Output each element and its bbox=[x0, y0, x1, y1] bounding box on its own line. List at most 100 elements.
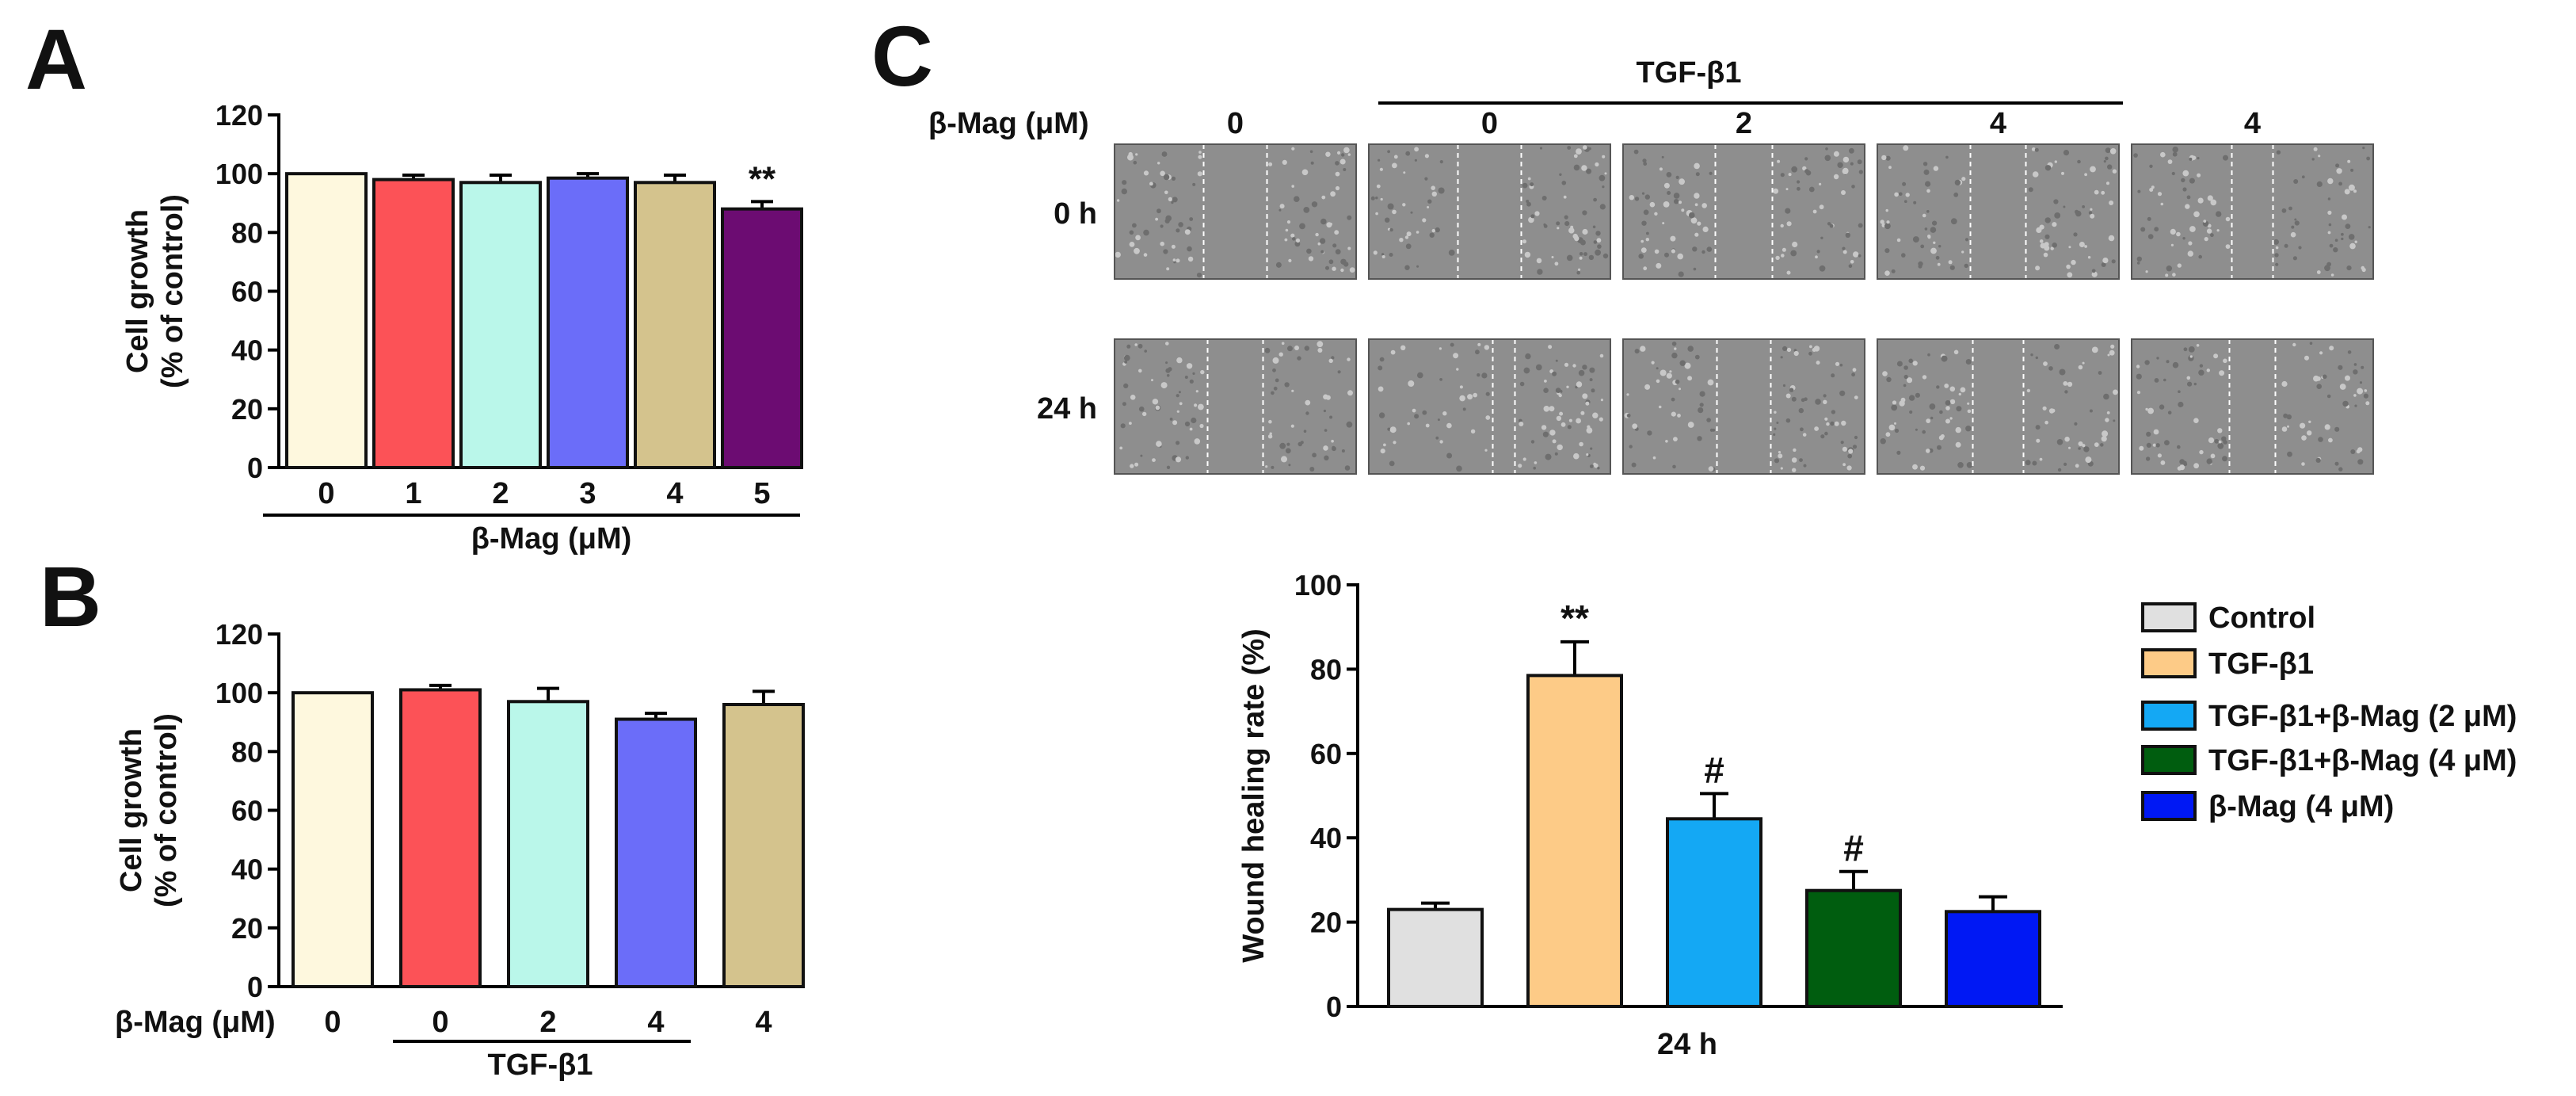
micrograph-speckle bbox=[1189, 217, 1194, 221]
micrograph-speckle bbox=[1708, 466, 1714, 472]
micrograph-speckle bbox=[1144, 349, 1147, 353]
micrograph-speckle bbox=[1903, 145, 1909, 151]
micrograph-background bbox=[1115, 339, 1356, 474]
micrograph-speckle bbox=[1589, 464, 1594, 468]
micrograph-speckle bbox=[1785, 188, 1789, 191]
micrograph-speckle bbox=[2146, 431, 2151, 437]
y-tick-label: 0 bbox=[247, 971, 263, 1003]
micrograph-speckle bbox=[1267, 434, 1273, 439]
micrograph-speckle bbox=[1702, 226, 1709, 232]
micrograph-speckle bbox=[2052, 222, 2057, 227]
micrograph-speckle bbox=[2204, 237, 2208, 242]
micrograph-speckle bbox=[1965, 426, 1972, 432]
micrograph-speckle bbox=[2319, 351, 2323, 355]
micrograph-speckle bbox=[2334, 426, 2340, 432]
micrograph-speckle bbox=[2144, 360, 2150, 365]
micrograph-speckle bbox=[1825, 147, 1828, 151]
micrograph-column-label: 4 bbox=[1990, 107, 2006, 140]
micrograph-speckle bbox=[2146, 442, 2151, 449]
micrograph-speckle bbox=[2185, 204, 2190, 209]
micrograph-speckle bbox=[1908, 358, 1913, 364]
micrograph-speckle bbox=[1334, 230, 1339, 235]
micrograph-speckle bbox=[2094, 189, 2099, 195]
micrograph-speckle bbox=[2353, 363, 2357, 366]
micrograph-speckle bbox=[2199, 364, 2204, 368]
micrograph-speckle bbox=[1842, 446, 1847, 452]
micrograph-speckle bbox=[1927, 235, 1931, 239]
micrograph-speckle bbox=[1552, 439, 1557, 444]
micrograph-speckle bbox=[1678, 271, 1684, 277]
micrograph-speckle bbox=[1297, 356, 1301, 361]
micrograph-speckle bbox=[1176, 357, 1183, 364]
micrograph-speckle bbox=[2177, 445, 2181, 449]
micrograph-speckle bbox=[1176, 394, 1179, 398]
micrograph-speckle bbox=[1804, 397, 1808, 402]
micrograph-frame bbox=[1622, 338, 1865, 475]
micrograph-speckle bbox=[1632, 423, 1638, 430]
micrograph-speckle bbox=[2157, 192, 2163, 197]
micrograph-speckle bbox=[1543, 388, 1549, 394]
micrograph-speckle bbox=[1880, 438, 1886, 445]
micrograph-speckle bbox=[2105, 156, 2109, 161]
micrograph-speckle bbox=[1526, 201, 1531, 207]
y-tick-label: 20 bbox=[1310, 907, 1342, 939]
micrograph-speckle bbox=[1915, 392, 1920, 398]
micrograph-speckle bbox=[2353, 394, 2357, 397]
micrograph-speckle bbox=[2324, 424, 2330, 430]
micrograph-speckle bbox=[2147, 216, 2151, 221]
micrograph-speckle bbox=[1826, 422, 1830, 426]
micrograph-speckle bbox=[1837, 162, 1843, 168]
micrograph-speckle bbox=[1343, 147, 1350, 154]
micrograph-speckle bbox=[1278, 352, 1283, 357]
micrograph-speckle bbox=[1390, 349, 1396, 355]
micrograph-speckle bbox=[1370, 196, 1375, 200]
legend-swatch bbox=[2141, 602, 2197, 632]
micrograph-speckle bbox=[1268, 162, 1273, 166]
micrograph-speckle bbox=[2294, 220, 2300, 226]
micrograph-speckle bbox=[2147, 407, 2155, 414]
micrograph-speckle bbox=[1291, 185, 1294, 188]
micrograph-speckle bbox=[2328, 223, 2332, 227]
micrograph-group-label: TGF-β1 bbox=[1637, 56, 1742, 90]
micrograph-speckle bbox=[2344, 189, 2350, 195]
micrograph-speckle bbox=[1346, 421, 1353, 428]
micrograph-speckle bbox=[1919, 465, 1926, 471]
micrograph-speckle bbox=[2077, 159, 2081, 164]
legend: Control TGF-β1 TGF-β1+β-Mag (2 μM) TGF-β1+β… bbox=[2141, 601, 2517, 823]
micrograph-speckle bbox=[1781, 247, 1786, 252]
y-tick-label: 80 bbox=[1310, 653, 1342, 685]
micrograph-speckle bbox=[2112, 169, 2117, 174]
micrograph-speckle bbox=[1438, 187, 1445, 194]
micrograph-speckle bbox=[2275, 246, 2279, 250]
micrograph-frame bbox=[1368, 338, 1611, 475]
micrograph-speckle bbox=[2090, 166, 2096, 173]
micrograph-speckle bbox=[1831, 410, 1836, 414]
micrograph-speckle bbox=[1926, 418, 1931, 423]
micrograph-speckle bbox=[1593, 462, 1597, 466]
micrograph-speckle bbox=[1847, 453, 1853, 459]
micrograph-speckle bbox=[2066, 264, 2071, 269]
micrograph-speckle bbox=[1793, 350, 1799, 357]
micrograph-speckle bbox=[1583, 252, 1587, 257]
micrograph-speckle bbox=[1581, 165, 1587, 171]
micrograph-speckle bbox=[2286, 414, 2292, 420]
micrograph-speckle bbox=[1671, 397, 1675, 402]
micrograph-speckle bbox=[2103, 393, 2109, 400]
micrograph-speckle bbox=[1528, 216, 1534, 223]
micrograph-speckle bbox=[1835, 361, 1840, 366]
micrograph-speckle bbox=[2178, 401, 2184, 408]
micrograph-speckle bbox=[1173, 261, 1176, 264]
micrograph-speckle bbox=[2098, 371, 2102, 375]
micrograph-speckle bbox=[2366, 156, 2371, 161]
micrograph-speckle bbox=[2348, 234, 2355, 240]
micrograph-speckle bbox=[1312, 453, 1317, 458]
micrograph-speckle bbox=[2054, 160, 2057, 163]
micrograph-speckle bbox=[1576, 418, 1581, 424]
micrograph-speckle bbox=[2078, 447, 2081, 450]
micrograph-speckle bbox=[1198, 155, 1202, 159]
micrograph-speckle bbox=[2028, 187, 2033, 193]
micrograph-speckle bbox=[1166, 374, 1170, 377]
micrograph-speckle bbox=[2082, 444, 2086, 448]
micrograph-speckle bbox=[2199, 449, 2204, 455]
micrograph-speckle bbox=[2294, 218, 2297, 221]
